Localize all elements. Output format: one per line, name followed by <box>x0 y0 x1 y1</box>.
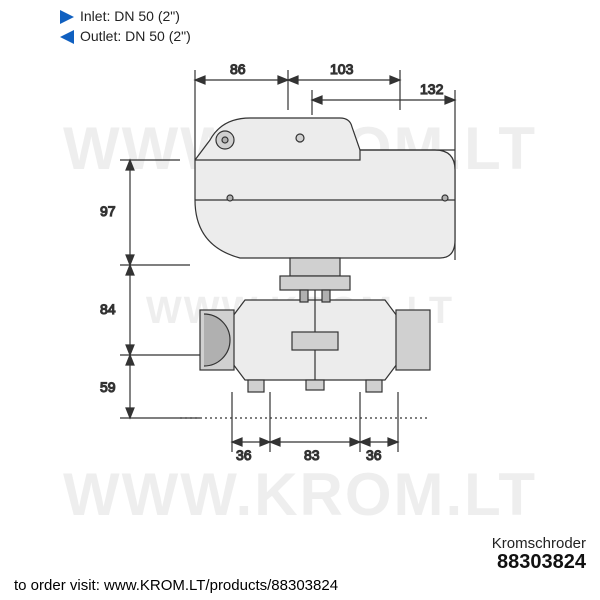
dim-v3: 59 <box>100 379 116 395</box>
technical-drawing: 97 84 59 86 103 <box>0 0 600 600</box>
dim-v1: 97 <box>100 203 116 219</box>
dim-ht1: 86 <box>230 61 246 77</box>
dim-v2: 84 <box>100 301 116 317</box>
order-line: to order visit: www.KROM.LT/products/883… <box>14 577 338 594</box>
dim-hb3: 36 <box>366 447 382 463</box>
dim-hb1: 36 <box>236 447 252 463</box>
order-url[interactable]: www.KROM.LT/products/88303824 <box>104 577 338 594</box>
dim-ht3: 132 <box>420 81 444 97</box>
brand-label: Kromschroder <box>492 535 586 552</box>
product-id: 88303824 <box>497 551 586 574</box>
order-prefix: to order visit: <box>14 577 104 594</box>
dim-hb2: 83 <box>304 447 320 463</box>
dim-ht2: 103 <box>330 61 354 77</box>
